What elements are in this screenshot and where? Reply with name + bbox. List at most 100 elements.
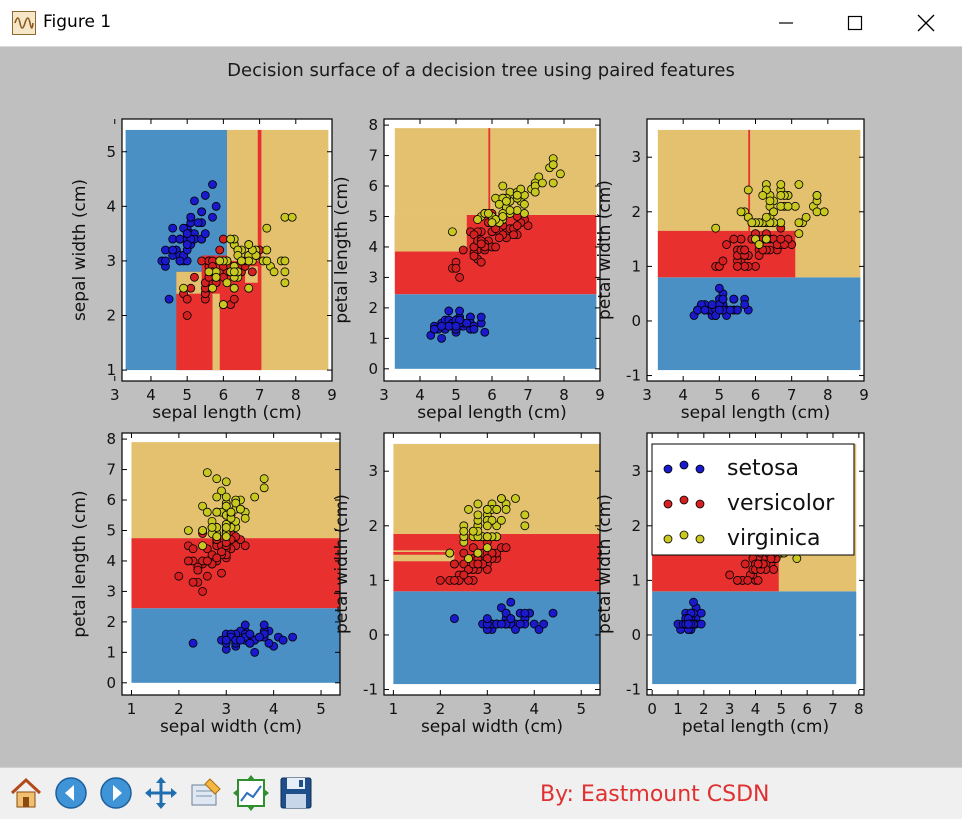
navigation-toolbar: By: Eastmount CSDN bbox=[0, 767, 962, 819]
data-point-versicolor bbox=[729, 234, 739, 244]
x-tick-label: 1 bbox=[673, 700, 683, 718]
data-point-versicolor bbox=[753, 575, 763, 585]
data-point-versicolor bbox=[776, 234, 786, 244]
save-button[interactable] bbox=[276, 773, 316, 813]
data-point-setosa bbox=[250, 647, 260, 657]
x-tick-label: 5 bbox=[182, 386, 192, 404]
close-icon bbox=[917, 14, 935, 32]
data-point-setosa bbox=[520, 608, 530, 618]
data-point-setosa bbox=[696, 619, 706, 629]
data-point-versicolor bbox=[174, 571, 184, 581]
x-tick-label: 8 bbox=[854, 700, 864, 718]
data-point-versicolor bbox=[188, 577, 198, 587]
data-point-setosa bbox=[693, 305, 703, 315]
data-point-virginica bbox=[269, 267, 279, 277]
x-axis-label: sepal length (cm) bbox=[417, 403, 566, 423]
x-tick-label: 3 bbox=[725, 700, 735, 718]
data-point-setosa bbox=[462, 318, 472, 328]
data-point-virginica bbox=[801, 212, 811, 222]
x-tick-label: 2 bbox=[174, 700, 184, 718]
data-point-versicolor bbox=[451, 263, 461, 273]
data-point-setosa bbox=[451, 321, 461, 331]
y-axis-label: petal width (cm) bbox=[595, 494, 615, 634]
x-tick-label: 5 bbox=[715, 386, 725, 404]
data-point-setosa bbox=[740, 300, 750, 309]
data-point-virginica bbox=[776, 201, 786, 211]
legend-marker-virginica bbox=[695, 534, 705, 544]
legend-marker-versicolor bbox=[663, 499, 673, 509]
y-tick-label: 2 bbox=[368, 517, 378, 535]
data-point-virginica bbox=[221, 477, 231, 487]
data-point-virginica bbox=[226, 507, 236, 517]
data-point-setosa bbox=[182, 229, 192, 239]
y-tick-label: 4 bbox=[106, 197, 116, 215]
data-point-setosa bbox=[200, 229, 210, 239]
data-point-virginica bbox=[240, 513, 250, 523]
data-point-virginica bbox=[212, 474, 222, 484]
maximize-button[interactable] bbox=[825, 0, 885, 46]
data-point-versicolor bbox=[740, 245, 750, 255]
y-tick-label: -1 bbox=[626, 681, 641, 699]
data-point-setosa bbox=[429, 324, 439, 334]
data-point-setosa bbox=[733, 305, 742, 315]
axes-frame bbox=[383, 432, 601, 696]
data-point-versicolor bbox=[733, 575, 742, 585]
x-tick-label: 7 bbox=[787, 386, 797, 404]
decision-region bbox=[488, 128, 491, 215]
data-point-virginica bbox=[221, 523, 231, 532]
data-point-setosa bbox=[264, 638, 274, 648]
data-point-virginica bbox=[473, 499, 483, 509]
data-point-versicolor bbox=[753, 559, 763, 569]
data-point-versicolor bbox=[725, 570, 735, 580]
home-button[interactable] bbox=[6, 773, 46, 813]
data-point-virginica bbox=[204, 267, 214, 277]
legend: setosa versicolor virginica bbox=[651, 443, 855, 556]
data-point-setosa bbox=[689, 597, 698, 607]
data-point-virginica bbox=[530, 187, 540, 197]
y-tick-label: 1 bbox=[368, 571, 378, 589]
data-point-versicolor bbox=[183, 556, 193, 566]
data-point-versicolor bbox=[459, 570, 469, 580]
y-tick-label: 0 bbox=[368, 360, 378, 378]
configure-subplots-button[interactable] bbox=[231, 773, 271, 813]
y-tick-label: 0 bbox=[631, 312, 641, 330]
pan-button[interactable] bbox=[141, 773, 181, 813]
data-point-setosa bbox=[496, 619, 506, 629]
y-axis-label: petal width (cm) bbox=[595, 180, 615, 320]
data-point-virginica bbox=[501, 505, 511, 514]
data-point-versicolor bbox=[215, 245, 225, 255]
x-tick-label: 6 bbox=[219, 386, 229, 404]
zoom-button[interactable] bbox=[186, 773, 226, 813]
figure-canvas[interactable]: Decision surface of a decision tree usin… bbox=[0, 47, 962, 767]
minimize-button[interactable] bbox=[756, 0, 816, 46]
x-tick-label: 8 bbox=[823, 386, 833, 404]
legend-label-versicolor: versicolor bbox=[727, 491, 835, 516]
data-point-virginica bbox=[221, 501, 231, 511]
data-point-virginica bbox=[511, 494, 520, 503]
y-tick-label: 8 bbox=[368, 116, 378, 134]
arrow-right-icon bbox=[100, 777, 132, 809]
back-button[interactable] bbox=[51, 773, 91, 813]
data-point-setosa bbox=[700, 305, 710, 315]
data-point-versicolor bbox=[182, 294, 192, 304]
y-tick-label: 1 bbox=[368, 329, 378, 347]
data-point-virginica bbox=[505, 205, 515, 215]
data-point-virginica bbox=[790, 201, 800, 211]
y-tick-label: 0 bbox=[631, 626, 641, 644]
data-point-setosa bbox=[714, 283, 724, 293]
close-button[interactable] bbox=[896, 0, 956, 46]
data-point-virginica bbox=[212, 507, 222, 517]
data-point-setosa bbox=[236, 635, 245, 645]
data-point-versicolor bbox=[766, 554, 776, 563]
x-tick-label: 3 bbox=[379, 386, 389, 404]
data-point-versicolor bbox=[740, 559, 750, 569]
data-point-virginica bbox=[280, 278, 290, 288]
data-point-versicolor bbox=[733, 261, 742, 271]
y-tick-label: 6 bbox=[368, 177, 378, 195]
forward-button[interactable] bbox=[96, 773, 136, 813]
data-point-versicolor bbox=[769, 565, 778, 574]
y-tick-label: 5 bbox=[106, 521, 116, 539]
data-point-virginica bbox=[259, 483, 269, 493]
x-tick-label: 4 bbox=[529, 700, 539, 718]
